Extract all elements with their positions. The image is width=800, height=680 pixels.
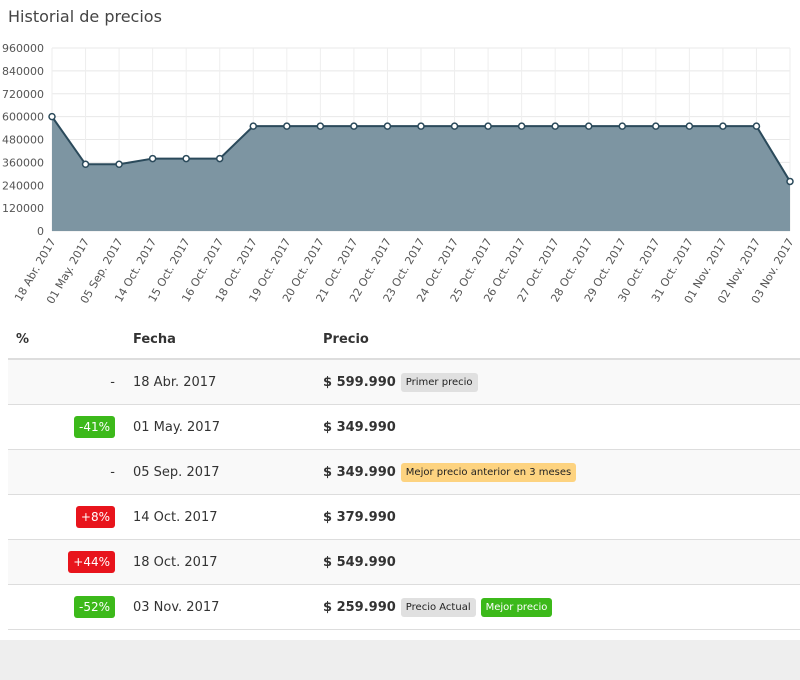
price-cell: $ 259.990 Precio Actual Mejor precio: [323, 597, 557, 617]
pct-cell: +44%: [8, 550, 115, 573]
point: [652, 122, 660, 130]
price: $ 349.990: [323, 464, 396, 480]
price-table: % Fecha Precio - 18 Abr. 2017 $ 599.990 Primer…: [8, 320, 800, 630]
tag: Mejor precio: [480, 597, 553, 617]
point: [249, 122, 258, 130]
point: [584, 122, 593, 130]
tag: Mejor precio anterior en 3 meses: [400, 462, 577, 482]
price: $ 549.990: [323, 554, 396, 570]
y-tick-label: 720000: [2, 88, 44, 101]
chart-title: Historial de precios: [8, 7, 162, 26]
point: [484, 122, 492, 130]
date: 14 Oct. 2017: [133, 509, 218, 525]
price: $ 379.990: [323, 509, 396, 525]
table-row: - 05 Sep. 2017 $ 349.990 Mejor precio anter…: [8, 450, 800, 495]
point: [417, 122, 425, 130]
date: 05 Sep. 2017: [133, 464, 220, 480]
table-row: +44% 18 Oct. 2017 $ 549.990: [8, 540, 800, 585]
point: [182, 154, 190, 163]
header-row: % Fecha Precio: [8, 320, 800, 360]
y-tick-label: 600000: [2, 111, 44, 124]
point: [618, 122, 627, 130]
pct-badge: -41%: [73, 415, 115, 438]
table-row: -52% 03 Nov. 2017 $ 259.990 Precio Actual Me…: [8, 585, 800, 630]
price-cell: $ 349.990 Mejor precio anterior en 3 mese…: [323, 462, 581, 482]
price-cell: $ 379.990: [323, 510, 401, 525]
y-tick-label: 480000: [2, 134, 44, 147]
point: [316, 122, 325, 130]
pct-cell: -: [8, 375, 115, 390]
price: $ 599.990: [323, 374, 396, 390]
pct-badge: +44%: [68, 550, 115, 573]
pct-badge: -52%: [73, 595, 115, 618]
date: 18 Oct. 2017: [133, 554, 218, 570]
point: [350, 122, 358, 130]
point: [215, 154, 224, 163]
point: [786, 177, 794, 186]
y-tick-label: 960000: [2, 42, 44, 55]
pct-badge: +8%: [75, 505, 115, 528]
pct-badge: -: [110, 374, 115, 390]
point: [450, 122, 459, 130]
price-cell: $ 599.990 Primer precio: [323, 372, 483, 392]
price: $ 259.990: [323, 599, 396, 615]
chart: Historial de precios 0 120000 240000 360000…: [2, 7, 797, 306]
point: [551, 122, 559, 130]
price-cell: $ 549.990: [323, 555, 401, 570]
pct-cell: -: [8, 465, 115, 480]
table-row: -41% 01 May. 2017 $ 349.990: [8, 405, 800, 450]
pct-cell: -52%: [8, 595, 115, 618]
y-tick-label: 120000: [2, 202, 44, 215]
column-header: Fecha: [133, 331, 176, 347]
point: [685, 122, 694, 130]
column-header: %: [16, 331, 30, 347]
point: [517, 122, 526, 130]
date: 01 May. 2017: [133, 419, 221, 435]
table-row: +8% 14 Oct. 2017 $ 379.990: [8, 495, 800, 540]
y-tick-label: 240000: [2, 179, 44, 192]
point: [383, 122, 392, 130]
pct-cell: +8%: [8, 505, 115, 528]
date: 03 Nov. 2017: [133, 599, 220, 615]
y-tick-label: 0: [37, 225, 44, 238]
tag: Precio Actual: [400, 597, 476, 617]
y-tick-label: 840000: [2, 65, 44, 78]
table-row: - 18 Abr. 2017 $ 599.990 Primer precio: [8, 360, 800, 405]
pct-badge: -: [110, 464, 115, 480]
price-cell: $ 349.990: [323, 420, 401, 435]
pct-cell: -41%: [8, 415, 115, 438]
point: [752, 122, 761, 130]
point: [148, 154, 157, 163]
y-tick-label: 360000: [2, 156, 44, 169]
footer-bg: [0, 640, 800, 680]
point: [719, 122, 727, 130]
date: 18 Abr. 2017: [133, 374, 217, 390]
tag: Primer precio: [400, 372, 478, 392]
column-header: Precio: [323, 331, 369, 347]
point: [48, 112, 56, 121]
point: [283, 122, 291, 130]
point: [81, 160, 90, 169]
price: $ 349.990: [323, 419, 396, 435]
point: [115, 160, 123, 169]
area: [52, 116, 790, 231]
